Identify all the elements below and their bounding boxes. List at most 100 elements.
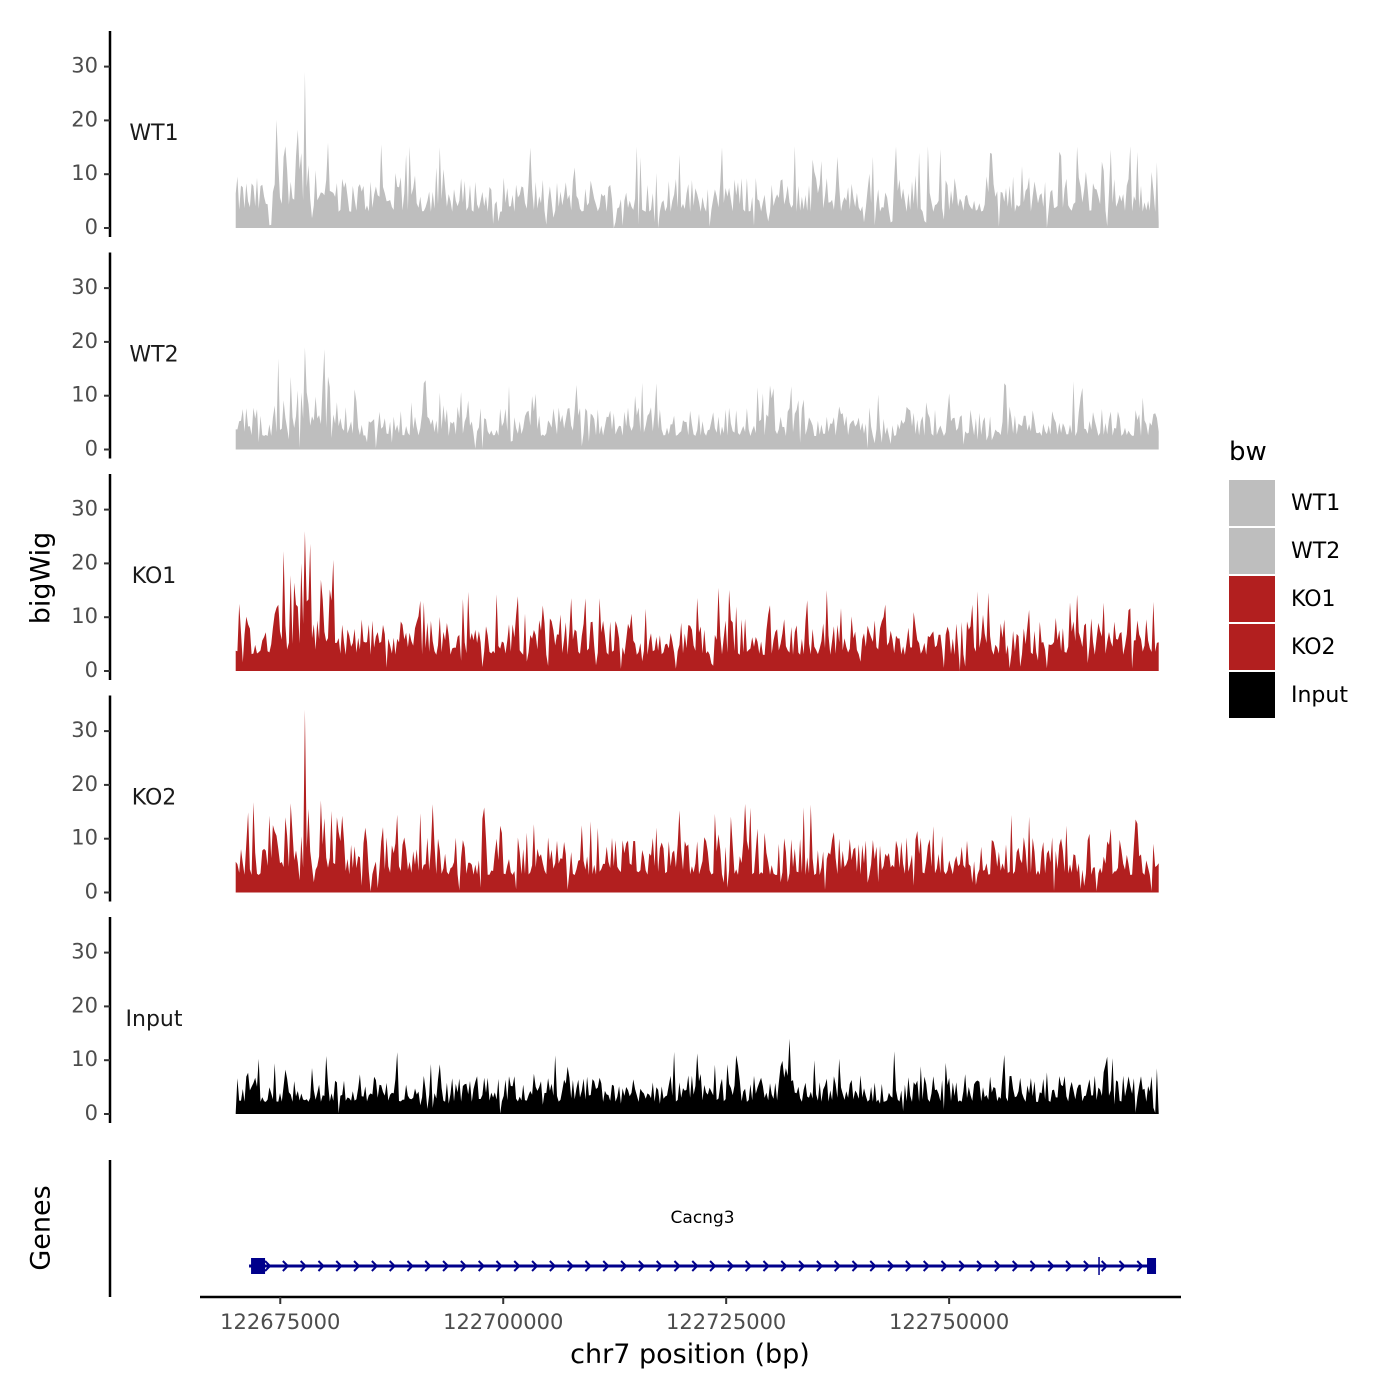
strand-arrow bbox=[1047, 1260, 1055, 1272]
strand-arrow bbox=[1011, 1260, 1020, 1272]
y-tick-label: 0 bbox=[85, 215, 98, 239]
strand-arrow bbox=[655, 1260, 664, 1272]
track-panel-wt1: 0 10 20 30 WT1 bbox=[71, 31, 1159, 239]
signal-area-input bbox=[235, 1038, 1159, 1114]
strand-arrow bbox=[1118, 1260, 1126, 1272]
x-tick-label: 122750000 bbox=[889, 1310, 1009, 1334]
legend-label-ko2: KO2 bbox=[1291, 635, 1336, 660]
strand-arrow bbox=[442, 1260, 450, 1272]
strand-arrow bbox=[709, 1260, 717, 1272]
strand-arrow bbox=[905, 1260, 913, 1272]
y-tick-label: 20 bbox=[71, 772, 98, 796]
signal-area-wt2 bbox=[235, 347, 1159, 450]
strand-arrow bbox=[691, 1260, 699, 1272]
y-tick-label: 0 bbox=[85, 1101, 98, 1125]
strand-arrow bbox=[371, 1260, 379, 1272]
y-tick-label: 20 bbox=[71, 329, 98, 353]
strand-arrow bbox=[335, 1260, 343, 1272]
track-label: WT1 bbox=[129, 121, 178, 146]
strand-arrow bbox=[798, 1260, 806, 1272]
strand-arrow bbox=[531, 1260, 539, 1272]
y-tick-label: 10 bbox=[71, 161, 98, 185]
signal-area-ko2 bbox=[235, 709, 1159, 893]
y-tick-label: 10 bbox=[71, 1047, 98, 1071]
y-tick-label: 10 bbox=[71, 826, 98, 850]
strand-arrow bbox=[940, 1260, 948, 1272]
strand-arrow bbox=[744, 1260, 753, 1272]
y-tick-label: 20 bbox=[71, 993, 98, 1017]
x-axis-title: chr7 position (bp) bbox=[570, 1339, 810, 1370]
strand-arrow bbox=[887, 1260, 895, 1272]
strand-arrow bbox=[549, 1260, 557, 1272]
y-tick-label: 20 bbox=[71, 550, 98, 574]
genes-panel-title: Genes bbox=[26, 1185, 57, 1270]
strand-arrow bbox=[513, 1260, 521, 1272]
gene-name-label: Cacng3 bbox=[671, 1208, 735, 1228]
y-tick-label: 30 bbox=[71, 497, 98, 521]
strand-arrow bbox=[566, 1260, 575, 1272]
y-axis-title: bigWig bbox=[26, 532, 57, 625]
strand-arrow bbox=[424, 1260, 432, 1272]
y-tick-label: 0 bbox=[85, 658, 98, 682]
strand-arrow bbox=[477, 1260, 486, 1272]
legend-swatch-wt2 bbox=[1229, 528, 1275, 574]
strand-arrow bbox=[958, 1260, 966, 1272]
strand-arrow bbox=[1136, 1260, 1144, 1272]
track-label: Input bbox=[126, 1007, 183, 1032]
y-tick-label: 30 bbox=[71, 54, 98, 78]
track-panel-input: 0 10 20 30 Input bbox=[71, 917, 1159, 1125]
track-panel-ko1: 0 10 20 30 KO1 bbox=[71, 474, 1159, 682]
gene-exon bbox=[251, 1258, 266, 1274]
strand-arrow bbox=[1065, 1260, 1073, 1272]
strand-arrow bbox=[282, 1260, 290, 1272]
x-tick-label: 122700000 bbox=[443, 1310, 563, 1334]
bigwig-tracks: 0 10 20 30 WT1 0 10 20 30 WT2 0 10 20 30 KO1 0 10 20 30 KO2… bbox=[71, 31, 1159, 1125]
strand-arrow bbox=[780, 1260, 788, 1272]
legend-label-ko1: KO1 bbox=[1291, 587, 1336, 612]
track-label: KO2 bbox=[132, 785, 177, 810]
strand-arrow bbox=[976, 1260, 984, 1272]
strand-arrow bbox=[1083, 1260, 1091, 1272]
x-axis: chr7 position (bp) 122675000 122700000 122… bbox=[200, 1295, 1181, 1370]
strand-arrow bbox=[317, 1260, 325, 1272]
strand-arrow bbox=[495, 1260, 503, 1272]
strand-arrow bbox=[922, 1260, 931, 1272]
legend-label-wt2: WT2 bbox=[1291, 539, 1340, 564]
legend-swatch-input bbox=[1229, 672, 1275, 718]
strand-arrow bbox=[638, 1260, 646, 1272]
gene-model: Cacng3 bbox=[249, 1208, 1157, 1275]
x-tick-label: 122675000 bbox=[220, 1310, 340, 1334]
y-tick-label: 30 bbox=[71, 718, 98, 742]
signal-area-ko1 bbox=[235, 531, 1159, 671]
strand-arrow bbox=[388, 1260, 397, 1272]
strand-arrow bbox=[673, 1260, 681, 1272]
track-panel-ko2: 0 10 20 30 KO2 bbox=[71, 695, 1159, 904]
track-label: WT2 bbox=[129, 342, 178, 367]
strand-arrow bbox=[1029, 1260, 1037, 1272]
track-label: KO1 bbox=[132, 564, 177, 589]
legend-swatch-wt1 bbox=[1229, 480, 1275, 526]
signal-area-wt1 bbox=[235, 72, 1159, 228]
legend-swatch-ko2 bbox=[1229, 624, 1275, 670]
y-tick-label: 20 bbox=[71, 107, 98, 131]
strand-arrow bbox=[994, 1260, 1002, 1272]
strand-arrow bbox=[833, 1260, 842, 1272]
y-tick-label: 10 bbox=[71, 604, 98, 628]
strand-arrow bbox=[602, 1260, 610, 1272]
y-tick-label: 10 bbox=[71, 383, 98, 407]
strand-arrow bbox=[869, 1260, 877, 1272]
legend-swatch-ko1 bbox=[1229, 576, 1275, 622]
y-tick-label: 30 bbox=[71, 940, 98, 964]
strand-arrow bbox=[584, 1260, 592, 1272]
strand-arrow bbox=[353, 1260, 361, 1272]
strand-arrow bbox=[264, 1260, 272, 1272]
strand-arrow bbox=[299, 1260, 308, 1272]
strand-arrow bbox=[1100, 1260, 1109, 1272]
legend-title: bw bbox=[1229, 437, 1267, 467]
strand-arrow bbox=[460, 1260, 468, 1272]
y-tick-label: 0 bbox=[85, 880, 98, 904]
genes-panel: Genes Cacng3 bbox=[26, 1160, 1157, 1297]
strand-arrow bbox=[406, 1260, 414, 1272]
strand-arrow bbox=[851, 1260, 859, 1272]
